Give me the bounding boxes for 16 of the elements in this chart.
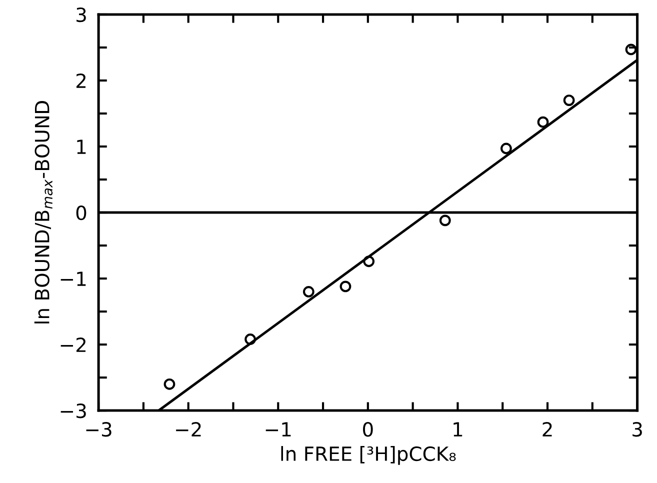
y-tick-label: −1 [60, 272, 86, 286]
x-tick-label: 3 [632, 422, 642, 437]
y-tick-label: −3 [60, 404, 86, 418]
x-tick-label: −3 [86, 422, 112, 437]
y-axis-title: ln BOUND/B$_{max}$-BOUND [34, 101, 53, 324]
y-tick-label: −2 [60, 337, 86, 352]
x-tick-label: −2 [176, 422, 201, 436]
x-tick-label: 0 [363, 422, 373, 437]
y-tick-label: 0 [76, 205, 86, 220]
x-axis-title: ln FREE [³H]pCCK₈ [281, 446, 456, 465]
y-tick-label: 3 [76, 7, 86, 22]
x-tick-label: 1 [454, 422, 462, 436]
x-tick-label: −1 [266, 422, 291, 436]
y-tick-label: 2 [76, 73, 86, 88]
x-tick-label: 2 [542, 422, 552, 436]
y-tick-label: 1 [77, 140, 86, 154]
